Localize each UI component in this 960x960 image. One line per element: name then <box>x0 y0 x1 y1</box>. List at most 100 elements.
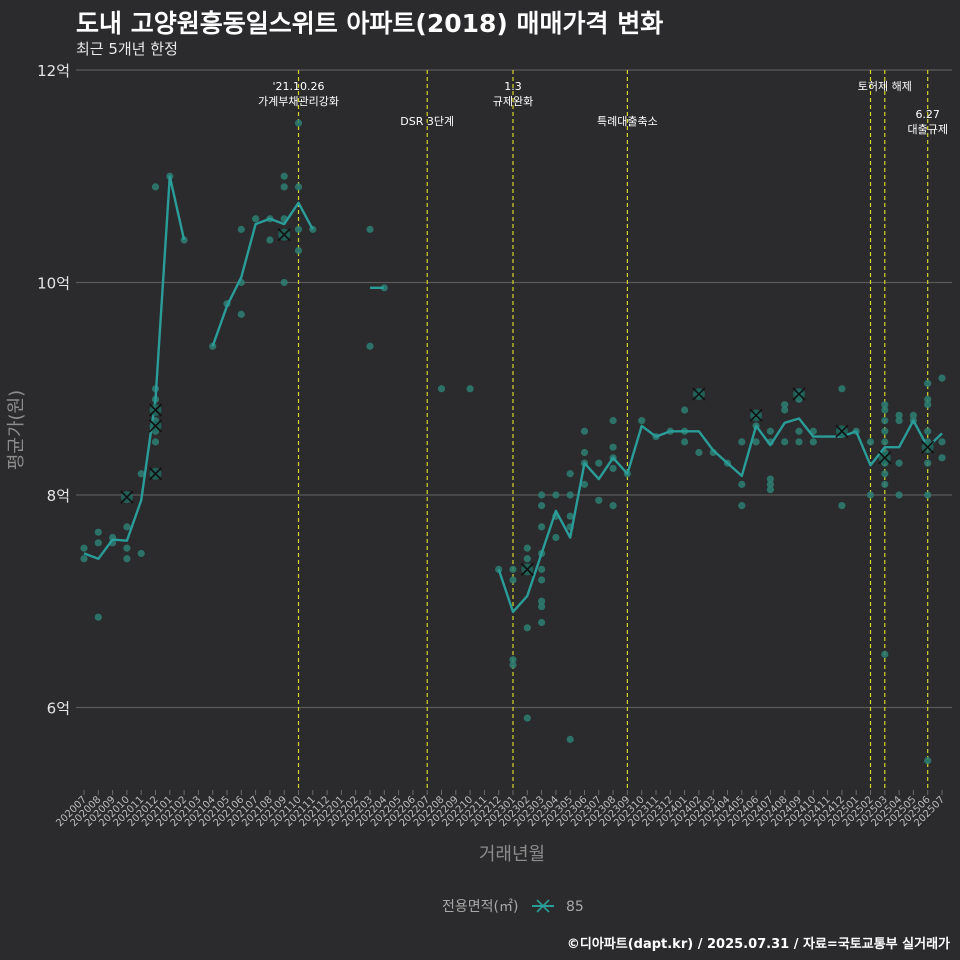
data-point <box>938 454 946 462</box>
data-point <box>252 215 260 223</box>
data-point <box>924 491 932 499</box>
highlight-marker <box>520 562 534 576</box>
data-point <box>838 502 846 510</box>
y-axis-title: 평균가(원) <box>6 390 27 470</box>
data-point <box>609 443 617 451</box>
data-point <box>795 427 803 435</box>
data-point <box>766 475 775 483</box>
legend-title: 전용면적(㎡) <box>442 899 518 915</box>
highlight-x-stroke <box>921 440 935 454</box>
data-point <box>538 491 546 499</box>
data-point <box>538 502 546 510</box>
data-point <box>809 438 817 446</box>
event-annotation: 대출규제 <box>907 123 947 136</box>
y-tick-label: 6억 <box>47 700 70 718</box>
data-point <box>738 480 746 488</box>
highlight-marker <box>792 387 806 401</box>
data-point <box>681 438 689 446</box>
highlight-x-stroke <box>520 562 534 576</box>
data-point <box>895 491 903 499</box>
event-annotation: '21.10.26 <box>272 80 324 93</box>
highlight-x-stroke <box>277 228 291 242</box>
data-point <box>938 438 946 446</box>
data-point <box>795 438 803 446</box>
data-point <box>909 411 918 419</box>
data-point <box>609 417 617 425</box>
highlight-x-stroke <box>692 387 706 401</box>
data-point <box>609 464 617 473</box>
data-point <box>94 539 102 547</box>
data-point <box>366 225 374 233</box>
data-point <box>294 119 303 127</box>
highlight-x-stroke <box>792 387 806 401</box>
data-point <box>280 172 288 180</box>
highlight-x-stroke <box>148 419 163 433</box>
data-point <box>538 618 546 627</box>
data-point <box>151 183 160 191</box>
highlight-x-stroke <box>878 451 892 465</box>
data-point <box>866 491 875 499</box>
highlight-marker <box>692 387 706 401</box>
data-point <box>538 523 546 531</box>
data-point <box>137 470 145 478</box>
data-point <box>609 502 617 510</box>
data-point <box>881 427 889 435</box>
series-line-segment <box>83 175 186 560</box>
data-point <box>538 576 546 584</box>
highlight-marker <box>120 490 134 504</box>
data-points <box>80 119 946 765</box>
data-point <box>881 470 889 478</box>
data-point <box>552 533 560 542</box>
data-point <box>681 406 689 414</box>
grid-lines <box>76 69 952 709</box>
data-point <box>738 502 746 510</box>
data-point <box>924 427 932 435</box>
data-point <box>509 576 517 584</box>
data-point <box>80 555 88 563</box>
data-point <box>151 438 160 446</box>
data-point <box>123 544 131 552</box>
highlight-marker <box>878 451 892 465</box>
data-point <box>266 236 274 244</box>
highlight-marker <box>148 403 163 417</box>
data-point <box>881 406 889 414</box>
event-annotation: 특례대출축소 <box>597 115 658 128</box>
highlight-marker <box>148 419 163 433</box>
data-point <box>866 438 875 446</box>
highlight-marker <box>749 408 763 422</box>
data-point <box>881 438 889 446</box>
data-point <box>80 544 88 552</box>
data-point <box>895 411 903 419</box>
data-point <box>566 491 574 499</box>
chart-subtitle: 최근 5개년 한정 <box>76 40 178 58</box>
data-point <box>538 565 546 573</box>
data-point <box>895 459 903 467</box>
data-point <box>881 401 889 409</box>
data-point <box>924 395 932 403</box>
data-point <box>509 565 517 573</box>
data-point <box>523 714 531 722</box>
data-point <box>781 438 789 446</box>
data-point <box>638 417 646 425</box>
x-axis-ticks: 2020072020082020092020102020112020122021… <box>54 790 947 829</box>
y-tick-label: 12억 <box>37 62 70 80</box>
data-point <box>781 401 789 409</box>
data-point <box>566 735 574 743</box>
data-point <box>924 459 932 467</box>
data-point <box>123 555 131 563</box>
y-tick-label: 8억 <box>47 487 70 505</box>
highlight-marker <box>148 467 163 481</box>
data-point <box>137 549 145 558</box>
data-point <box>509 661 517 669</box>
data-point <box>280 278 288 287</box>
event-annotation: 토허제 해제 <box>858 79 912 93</box>
event-annotation: 가계부채관리강화 <box>258 95 339 108</box>
event-annotation: DSR 3단계 <box>400 115 454 128</box>
data-point <box>509 656 517 664</box>
source-caption: ©디아파트(dapt.kr) / 2025.07.31 / 자료=국토교통부 실… <box>566 937 950 952</box>
data-point <box>766 480 775 488</box>
data-point <box>566 512 574 520</box>
data-point <box>294 183 303 191</box>
data-point <box>466 385 474 393</box>
